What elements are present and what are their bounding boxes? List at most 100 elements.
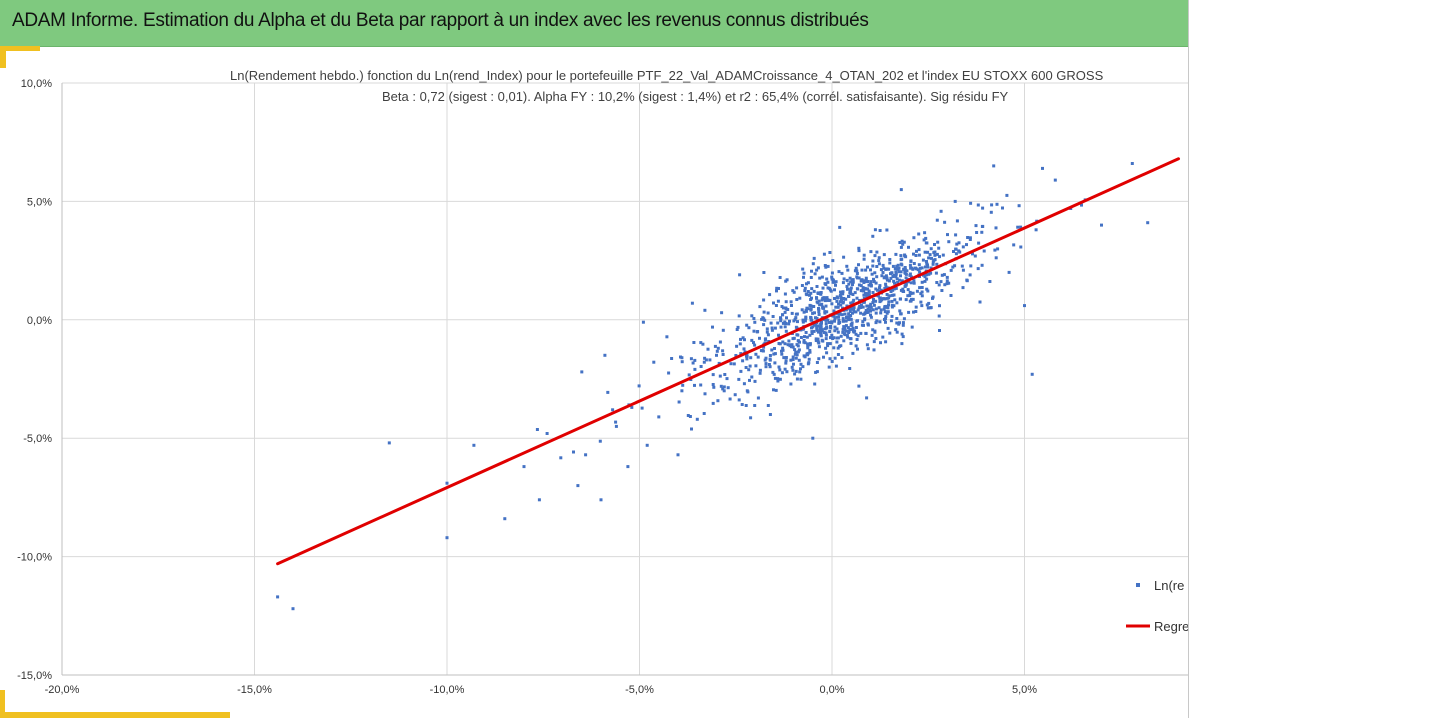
scatter-point (761, 349, 765, 353)
scatter-point (764, 356, 768, 360)
scatter-point (752, 317, 756, 320)
scatter-point (1019, 225, 1023, 229)
scatter-point (804, 331, 808, 334)
scatter-point (802, 310, 806, 314)
scatter-point (728, 397, 732, 401)
scatter-point (925, 262, 929, 266)
scatter-point (814, 339, 818, 342)
scatter-point (990, 203, 994, 207)
scatter-point (765, 330, 769, 334)
scatter-point (796, 320, 799, 324)
scatter-point (799, 377, 803, 381)
scatter-point (833, 317, 837, 321)
scatter-point (677, 400, 681, 404)
scatter-point (803, 335, 806, 339)
scatter-point (752, 341, 755, 345)
scatter-point (790, 365, 794, 369)
scatter-point (824, 322, 828, 326)
scatter-point (637, 384, 641, 388)
scatter-point (804, 309, 808, 313)
scatter-point (850, 327, 853, 331)
scatter-point (690, 427, 693, 431)
scatter-point (893, 281, 896, 285)
scatter-point (869, 309, 872, 313)
scatter-point (935, 281, 939, 284)
scatter-point (884, 285, 888, 289)
scatter-point (788, 344, 792, 348)
scatter-point (805, 282, 808, 286)
scatter-point (779, 319, 783, 323)
scatter-point (815, 296, 818, 300)
scatter-point (445, 536, 449, 540)
scatter-point (739, 337, 742, 341)
scatter-point (872, 340, 876, 344)
scatter-point (735, 344, 739, 348)
scatter-point (836, 353, 840, 356)
scatter-point (953, 264, 957, 268)
scatter-point (742, 347, 746, 351)
scatter-point (833, 319, 836, 323)
scatter-point (871, 328, 875, 332)
scatter-point (926, 306, 930, 310)
scatter-point (721, 328, 725, 332)
scatter-point (872, 299, 876, 303)
scatter-point (747, 326, 751, 330)
scatter-point (797, 348, 801, 352)
scatter-point (1041, 166, 1044, 170)
scatter-point (856, 287, 860, 291)
scatter-point (776, 379, 780, 383)
scatter-point (841, 319, 845, 323)
scatter-point (794, 350, 798, 354)
scatter-point (861, 305, 865, 309)
scatter-point (800, 284, 804, 287)
scatter-point (772, 352, 776, 356)
scatter-point (943, 220, 947, 224)
scatter-point (1023, 304, 1026, 308)
scatter-point (817, 357, 821, 361)
scatter-point (837, 321, 841, 325)
y-tick-label: 10,0% (21, 78, 52, 90)
scatter-point (843, 312, 847, 316)
scatter-point (802, 275, 805, 279)
scatter-point (933, 253, 937, 257)
scatter-point (925, 277, 929, 281)
scatter-point (776, 321, 780, 325)
scatter-point (865, 287, 869, 291)
scatter-point (887, 279, 891, 283)
scatter-point (862, 312, 866, 316)
scatter-point (808, 350, 812, 354)
scatter-point (733, 393, 737, 397)
scatter-point (743, 338, 746, 342)
scatter-point (848, 276, 852, 280)
scatter-point (920, 280, 924, 284)
scatter-point (825, 310, 829, 314)
scatter-point (824, 265, 828, 269)
scatter-point (978, 300, 982, 304)
scatter-point (833, 280, 837, 284)
scatter-point (792, 319, 796, 323)
scatter-point (932, 258, 936, 262)
scatter-point (862, 253, 866, 257)
scatter-point (849, 317, 853, 321)
scatter-point (966, 236, 970, 239)
scatter-point (862, 289, 866, 293)
scatter-point (884, 282, 888, 286)
scatter-point (739, 369, 743, 373)
scatter-point (903, 266, 907, 269)
scatter-point (776, 377, 780, 381)
scatter-point (994, 256, 998, 260)
y-tick-label: -15,0% (17, 670, 52, 682)
scatter-point (799, 336, 803, 339)
scatter-point (893, 267, 897, 271)
scatter-point (688, 415, 692, 418)
scatter-point (826, 318, 830, 322)
x-tick-label: 0,0% (819, 684, 844, 696)
scatter-point (892, 287, 896, 291)
scatter-point (813, 323, 817, 327)
scatter-point (737, 314, 741, 318)
scatter-point (764, 365, 768, 369)
scatter-point (852, 306, 856, 310)
scatter-point (790, 343, 794, 347)
scatter-point (824, 304, 828, 308)
scatter-point (626, 465, 630, 469)
